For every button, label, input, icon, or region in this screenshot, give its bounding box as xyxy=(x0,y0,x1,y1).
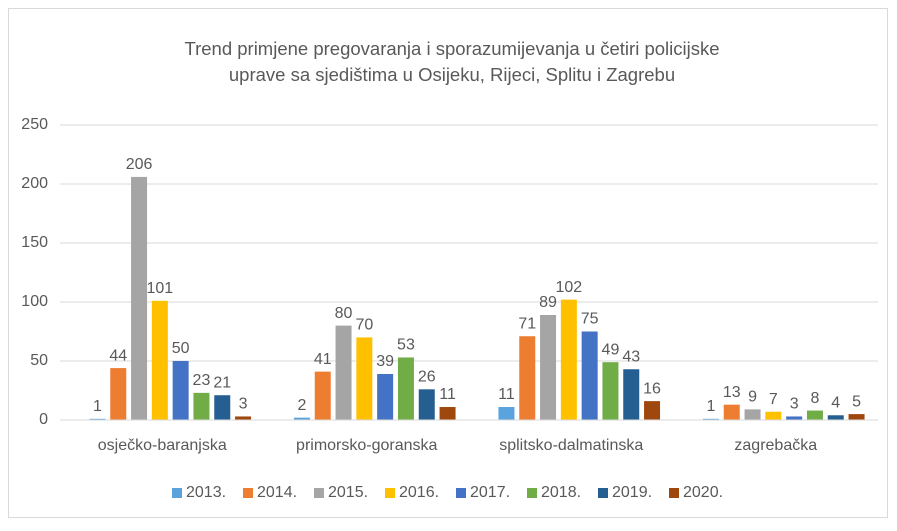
data-label: 26 xyxy=(418,369,436,386)
data-label: 11 xyxy=(439,386,456,403)
legend-label: 2019. xyxy=(612,484,652,501)
bar xyxy=(519,336,536,420)
bar xyxy=(418,389,435,420)
legend-swatch xyxy=(385,488,395,498)
data-label: 39 xyxy=(376,353,394,370)
data-label: 80 xyxy=(335,305,353,322)
bar xyxy=(827,415,844,420)
y-tick-label: 0 xyxy=(39,411,48,428)
data-label: 102 xyxy=(555,279,582,296)
data-label: 43 xyxy=(622,348,640,365)
legend-label: 2017. xyxy=(470,484,510,501)
data-label: 3 xyxy=(239,396,248,413)
bar xyxy=(89,418,106,420)
legend-label: 2015. xyxy=(328,484,368,501)
chart-title: Trend primjene pregovaranja i sporazumij… xyxy=(184,38,719,59)
bar xyxy=(723,404,740,420)
data-label: 9 xyxy=(748,389,757,406)
bar xyxy=(560,299,577,420)
data-label: 5 xyxy=(852,393,861,410)
x-tick-label: zagrebačka xyxy=(734,437,817,454)
data-label: 16 xyxy=(643,380,661,397)
bar xyxy=(498,407,515,420)
data-label: 70 xyxy=(355,317,373,334)
bar xyxy=(131,176,148,420)
data-label: 23 xyxy=(193,372,211,389)
bar xyxy=(335,325,352,420)
bar xyxy=(581,331,598,420)
legend-swatch xyxy=(314,488,324,498)
legend-label: 2020. xyxy=(683,484,723,501)
bar xyxy=(702,418,719,420)
bar xyxy=(765,411,782,420)
legend-swatch xyxy=(527,488,537,498)
bar xyxy=(110,368,127,420)
data-label: 71 xyxy=(518,315,536,332)
data-label: 50 xyxy=(172,340,190,357)
legend-swatch xyxy=(598,488,608,498)
bar xyxy=(151,300,168,420)
y-tick-label: 100 xyxy=(21,293,48,310)
legend-swatch xyxy=(456,488,466,498)
data-label: 8 xyxy=(810,390,819,407)
bar xyxy=(602,362,619,420)
data-label: 1 xyxy=(93,398,102,415)
x-tick-label: splitsko-dalmatinska xyxy=(499,437,643,454)
bar xyxy=(314,371,331,420)
bar xyxy=(786,416,803,420)
y-tick-label: 150 xyxy=(21,234,48,251)
data-label: 7 xyxy=(769,391,778,408)
legend-label: 2016. xyxy=(399,484,439,501)
bar xyxy=(293,417,310,420)
chart-frame xyxy=(8,8,888,518)
data-label: 49 xyxy=(602,341,620,358)
bar xyxy=(214,395,231,420)
data-label: 13 xyxy=(723,384,741,401)
legend-label: 2018. xyxy=(541,484,581,501)
legend-swatch xyxy=(243,488,253,498)
x-tick-label: osječko-baranjska xyxy=(98,437,227,454)
data-label: 53 xyxy=(397,337,415,354)
bar xyxy=(744,409,761,420)
legend-swatch xyxy=(172,488,182,498)
data-label: 3 xyxy=(790,396,799,413)
bar xyxy=(644,401,661,420)
data-label: 44 xyxy=(109,347,127,364)
data-label: 89 xyxy=(539,294,557,311)
bar xyxy=(623,369,640,420)
bar xyxy=(806,410,823,420)
x-tick-label: primorsko-goranska xyxy=(296,437,437,454)
data-label: 21 xyxy=(213,374,231,391)
bar xyxy=(356,337,373,420)
bar xyxy=(172,361,189,420)
data-label: 1 xyxy=(706,398,715,415)
legend-label: 2014. xyxy=(257,484,297,501)
legend-swatch xyxy=(669,488,679,498)
bar xyxy=(377,373,394,420)
data-label: 206 xyxy=(126,156,153,173)
data-label: 2 xyxy=(297,397,306,414)
bar xyxy=(439,407,456,420)
legend-label: 2013. xyxy=(186,484,226,501)
y-tick-label: 50 xyxy=(30,352,48,369)
data-label: 75 xyxy=(581,311,599,328)
data-label: 4 xyxy=(831,394,840,411)
data-label: 101 xyxy=(146,280,173,297)
y-tick-label: 200 xyxy=(21,175,48,192)
y-tick-label: 250 xyxy=(21,116,48,133)
bar xyxy=(397,357,414,420)
bar xyxy=(540,314,557,420)
bar xyxy=(848,414,865,420)
bar xyxy=(235,416,252,420)
bar xyxy=(193,392,210,420)
chart-title: uprave sa sjedištima u Osijeku, Rijeci, … xyxy=(229,64,675,85)
data-label: 11 xyxy=(498,386,515,403)
data-label: 41 xyxy=(314,351,332,368)
